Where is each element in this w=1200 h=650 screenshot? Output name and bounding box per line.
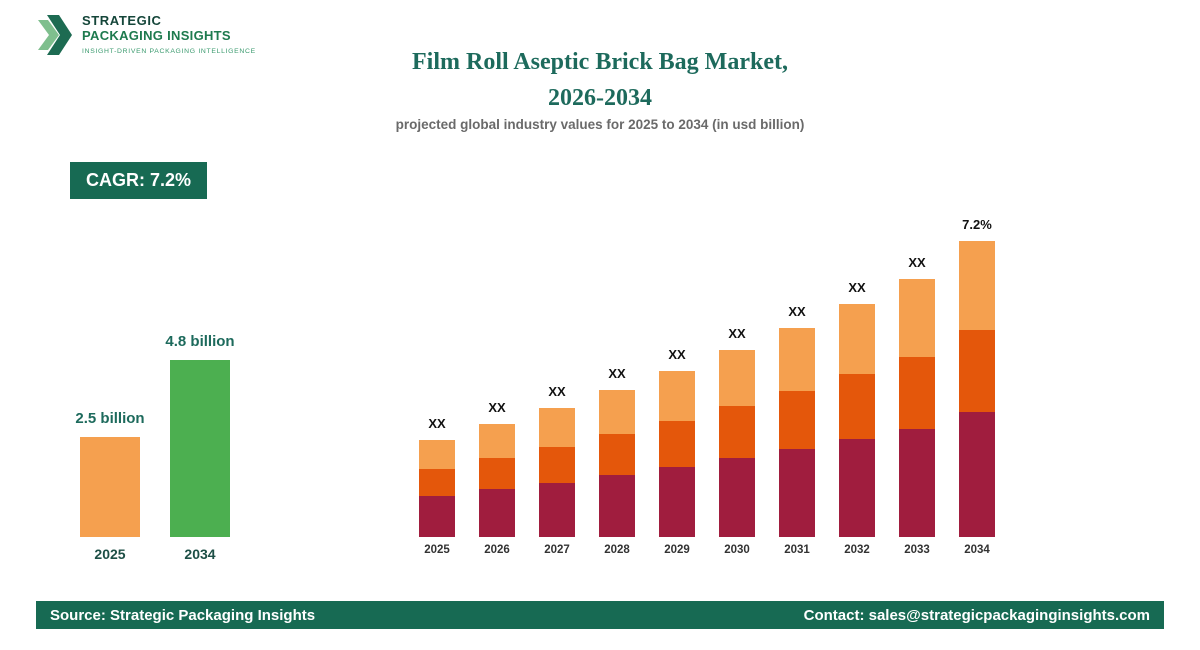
footer-bar: Source: Strategic Packaging Insights Con… (36, 601, 1164, 629)
stacked-bar-2026 (479, 424, 515, 537)
segment-bottom (959, 412, 995, 537)
stacked-bar-2030 (719, 350, 755, 537)
bar-value-label: XX (488, 400, 506, 415)
segment-top (599, 390, 635, 435)
brand-logo: STRATEGIC PACKAGING INSIGHTS INSIGHT-DRI… (36, 12, 256, 58)
segment-bottom (719, 458, 755, 537)
segment-top (719, 350, 755, 406)
bar-year-label: 2032 (844, 544, 870, 556)
segment-middle (959, 329, 995, 413)
summary-year-label: 2025 (94, 546, 126, 562)
chart-title: Film Roll Aseptic Brick Bag Market, 2026… (0, 44, 1200, 116)
bar-value-label: 7.2% (962, 217, 992, 232)
segment-top (959, 241, 995, 330)
segment-bottom (659, 467, 695, 537)
bar-value-label: XX (608, 366, 626, 381)
bar-value-label: XX (548, 384, 566, 399)
footer-contact: Contact: sales@strategicpackaginginsight… (803, 606, 1150, 624)
segment-top (419, 440, 455, 470)
summary-bar-2025 (80, 437, 140, 537)
bar-value-label: XX (908, 255, 926, 270)
segment-middle (719, 405, 755, 459)
bar-year-label: 2029 (664, 544, 690, 556)
segment-top (839, 304, 875, 374)
bar-year-label: 2025 (424, 544, 450, 556)
bar-value-label: XX (728, 326, 746, 341)
segment-middle (779, 390, 815, 450)
bar-value-label: XX (428, 416, 446, 431)
segment-middle (839, 373, 875, 440)
stacked-bar-2034 (959, 241, 995, 537)
stacked-bar-2025 (419, 440, 455, 537)
brand-text: STRATEGIC PACKAGING INSIGHTS INSIGHT-DRI… (82, 12, 256, 55)
summary-value-label: 2.5 billion (75, 410, 145, 427)
segment-bottom (419, 496, 455, 537)
chart-title-line1: Film Roll Aseptic Brick Bag Market, (412, 49, 788, 75)
brand-chevron-icon (38, 15, 72, 55)
bar-year-label: 2026 (484, 544, 510, 556)
segment-middle (479, 457, 515, 490)
bar-year-label: 2031 (784, 544, 810, 556)
bar-value-label: XX (788, 304, 806, 319)
segment-top (779, 328, 815, 391)
segment-middle (599, 434, 635, 476)
stacked-bar-2029 (659, 371, 695, 537)
stacked-bar-chart: XX 2025 XX 2026 XX 2027 XX 2028 XX 2029 XX 2030 XX 20… (410, 200, 1010, 556)
stacked-bar-2032 (839, 304, 875, 537)
stacked-bar-2028 (599, 390, 635, 537)
bar-year-label: 2030 (724, 544, 750, 556)
segment-bottom (539, 482, 575, 537)
segment-middle (539, 446, 575, 483)
brand-tagline: INSIGHT-DRIVEN PACKAGING INTELLIGENCE (82, 47, 256, 55)
bar-value-label: XX (848, 280, 866, 295)
summary-value-label: 4.8 billion (165, 333, 235, 350)
segment-top (899, 279, 935, 357)
segment-top (539, 408, 575, 447)
stacked-bar-2033 (899, 279, 935, 537)
cagr-badge: CAGR: 7.2% (70, 162, 208, 199)
chart-title-line2: 2026-2034 (548, 85, 652, 111)
brand-name-line1: STRATEGIC (82, 13, 162, 28)
stacked-bar-2031 (779, 328, 815, 537)
footer-source: Source: Strategic Packaging Insights (50, 606, 316, 624)
segment-middle (659, 420, 695, 468)
chart-subtitle: projected global industry values for 202… (395, 117, 805, 132)
segment-bottom (599, 475, 635, 537)
bar-year-label: 2028 (604, 544, 630, 556)
summary-year-label: 2034 (184, 546, 216, 562)
segment-bottom (779, 449, 815, 537)
summary-bar-2034 (170, 360, 230, 537)
brand-name-line2: PACKAGING INSIGHTS (82, 27, 231, 43)
bar-year-label: 2027 (544, 544, 570, 556)
segment-top (659, 371, 695, 421)
bar-year-label: 2034 (964, 544, 990, 556)
segment-top (479, 424, 515, 458)
summary-chart: 2.5 billion 2025 4.8 billion 2034 (60, 300, 260, 562)
segment-middle (419, 469, 455, 497)
bar-value-label: XX (668, 347, 686, 362)
bar-year-label: 2033 (904, 544, 930, 556)
segment-bottom (839, 439, 875, 537)
segment-bottom (479, 489, 515, 537)
stacked-bar-2027 (539, 408, 575, 537)
segment-middle (899, 356, 935, 429)
segment-bottom (899, 428, 935, 537)
